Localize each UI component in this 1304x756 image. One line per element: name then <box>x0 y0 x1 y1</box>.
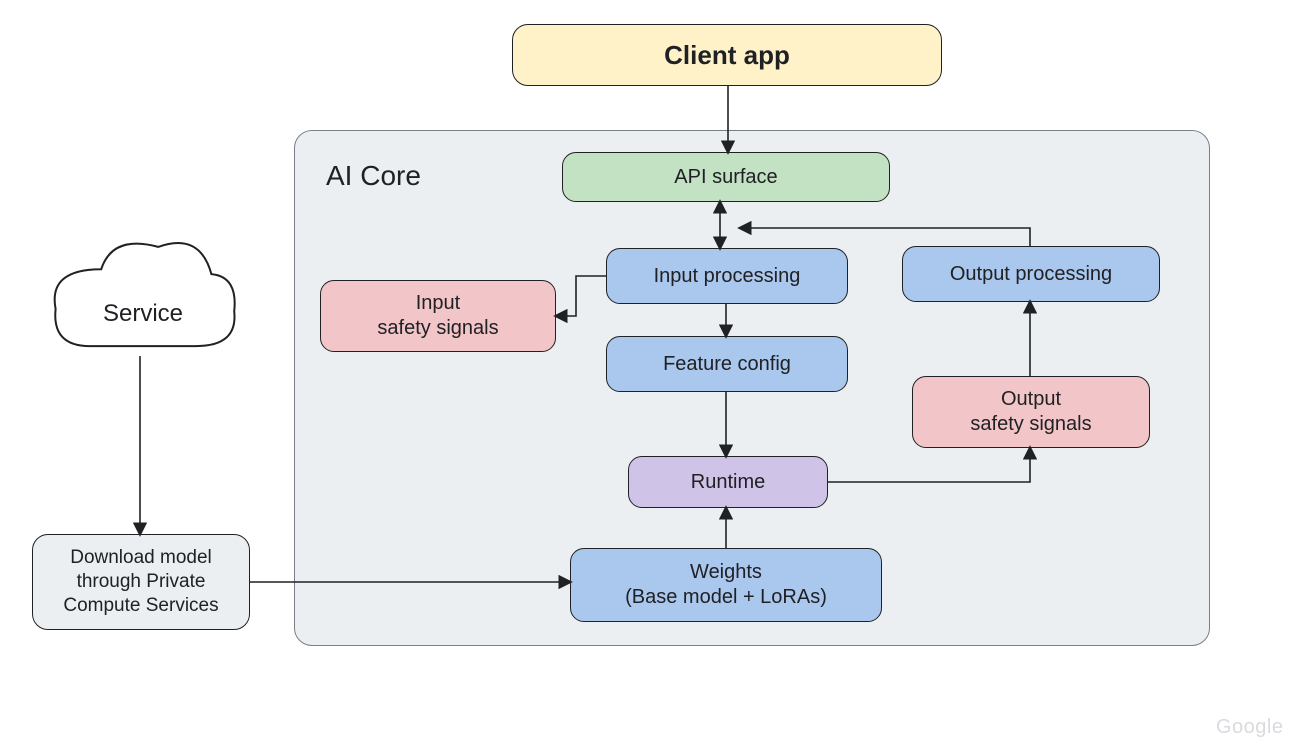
download-model-node: Download modelthrough PrivateCompute Ser… <box>32 534 250 630</box>
output-safety-node: Outputsafety signals <box>912 376 1150 448</box>
weights-node: Weights(Base model + LoRAs) <box>570 548 882 622</box>
ai-core-title: AI Core <box>326 160 421 192</box>
diagram-canvas: { "type": "flowchart", "canvas": { "widt… <box>0 0 1304 756</box>
google-watermark: Google <box>1216 716 1284 739</box>
output-processing-label: Output processing <box>950 262 1112 287</box>
output-safety-label: Outputsafety signals <box>970 387 1091 437</box>
input-processing-label: Input processing <box>654 264 801 289</box>
api-surface-label: API surface <box>674 165 777 190</box>
output-processing-node: Output processing <box>902 246 1160 302</box>
client-app-label: Client app <box>664 39 790 72</box>
weights-label: Weights(Base model + LoRAs) <box>625 560 827 610</box>
input-processing-node: Input processing <box>606 248 848 304</box>
feature-config-node: Feature config <box>606 336 848 392</box>
input-safety-label: Inputsafety signals <box>377 291 498 341</box>
runtime-label: Runtime <box>691 470 765 495</box>
client-app-node: Client app <box>512 24 942 86</box>
api-surface-node: API surface <box>562 152 890 202</box>
input-safety-node: Inputsafety signals <box>320 280 556 352</box>
service-cloud: Service <box>48 232 238 356</box>
cloud-icon <box>48 232 238 356</box>
download-model-label: Download modelthrough PrivateCompute Ser… <box>63 546 218 617</box>
runtime-node: Runtime <box>628 456 828 508</box>
service-label: Service <box>48 300 238 328</box>
feature-config-label: Feature config <box>663 352 791 377</box>
